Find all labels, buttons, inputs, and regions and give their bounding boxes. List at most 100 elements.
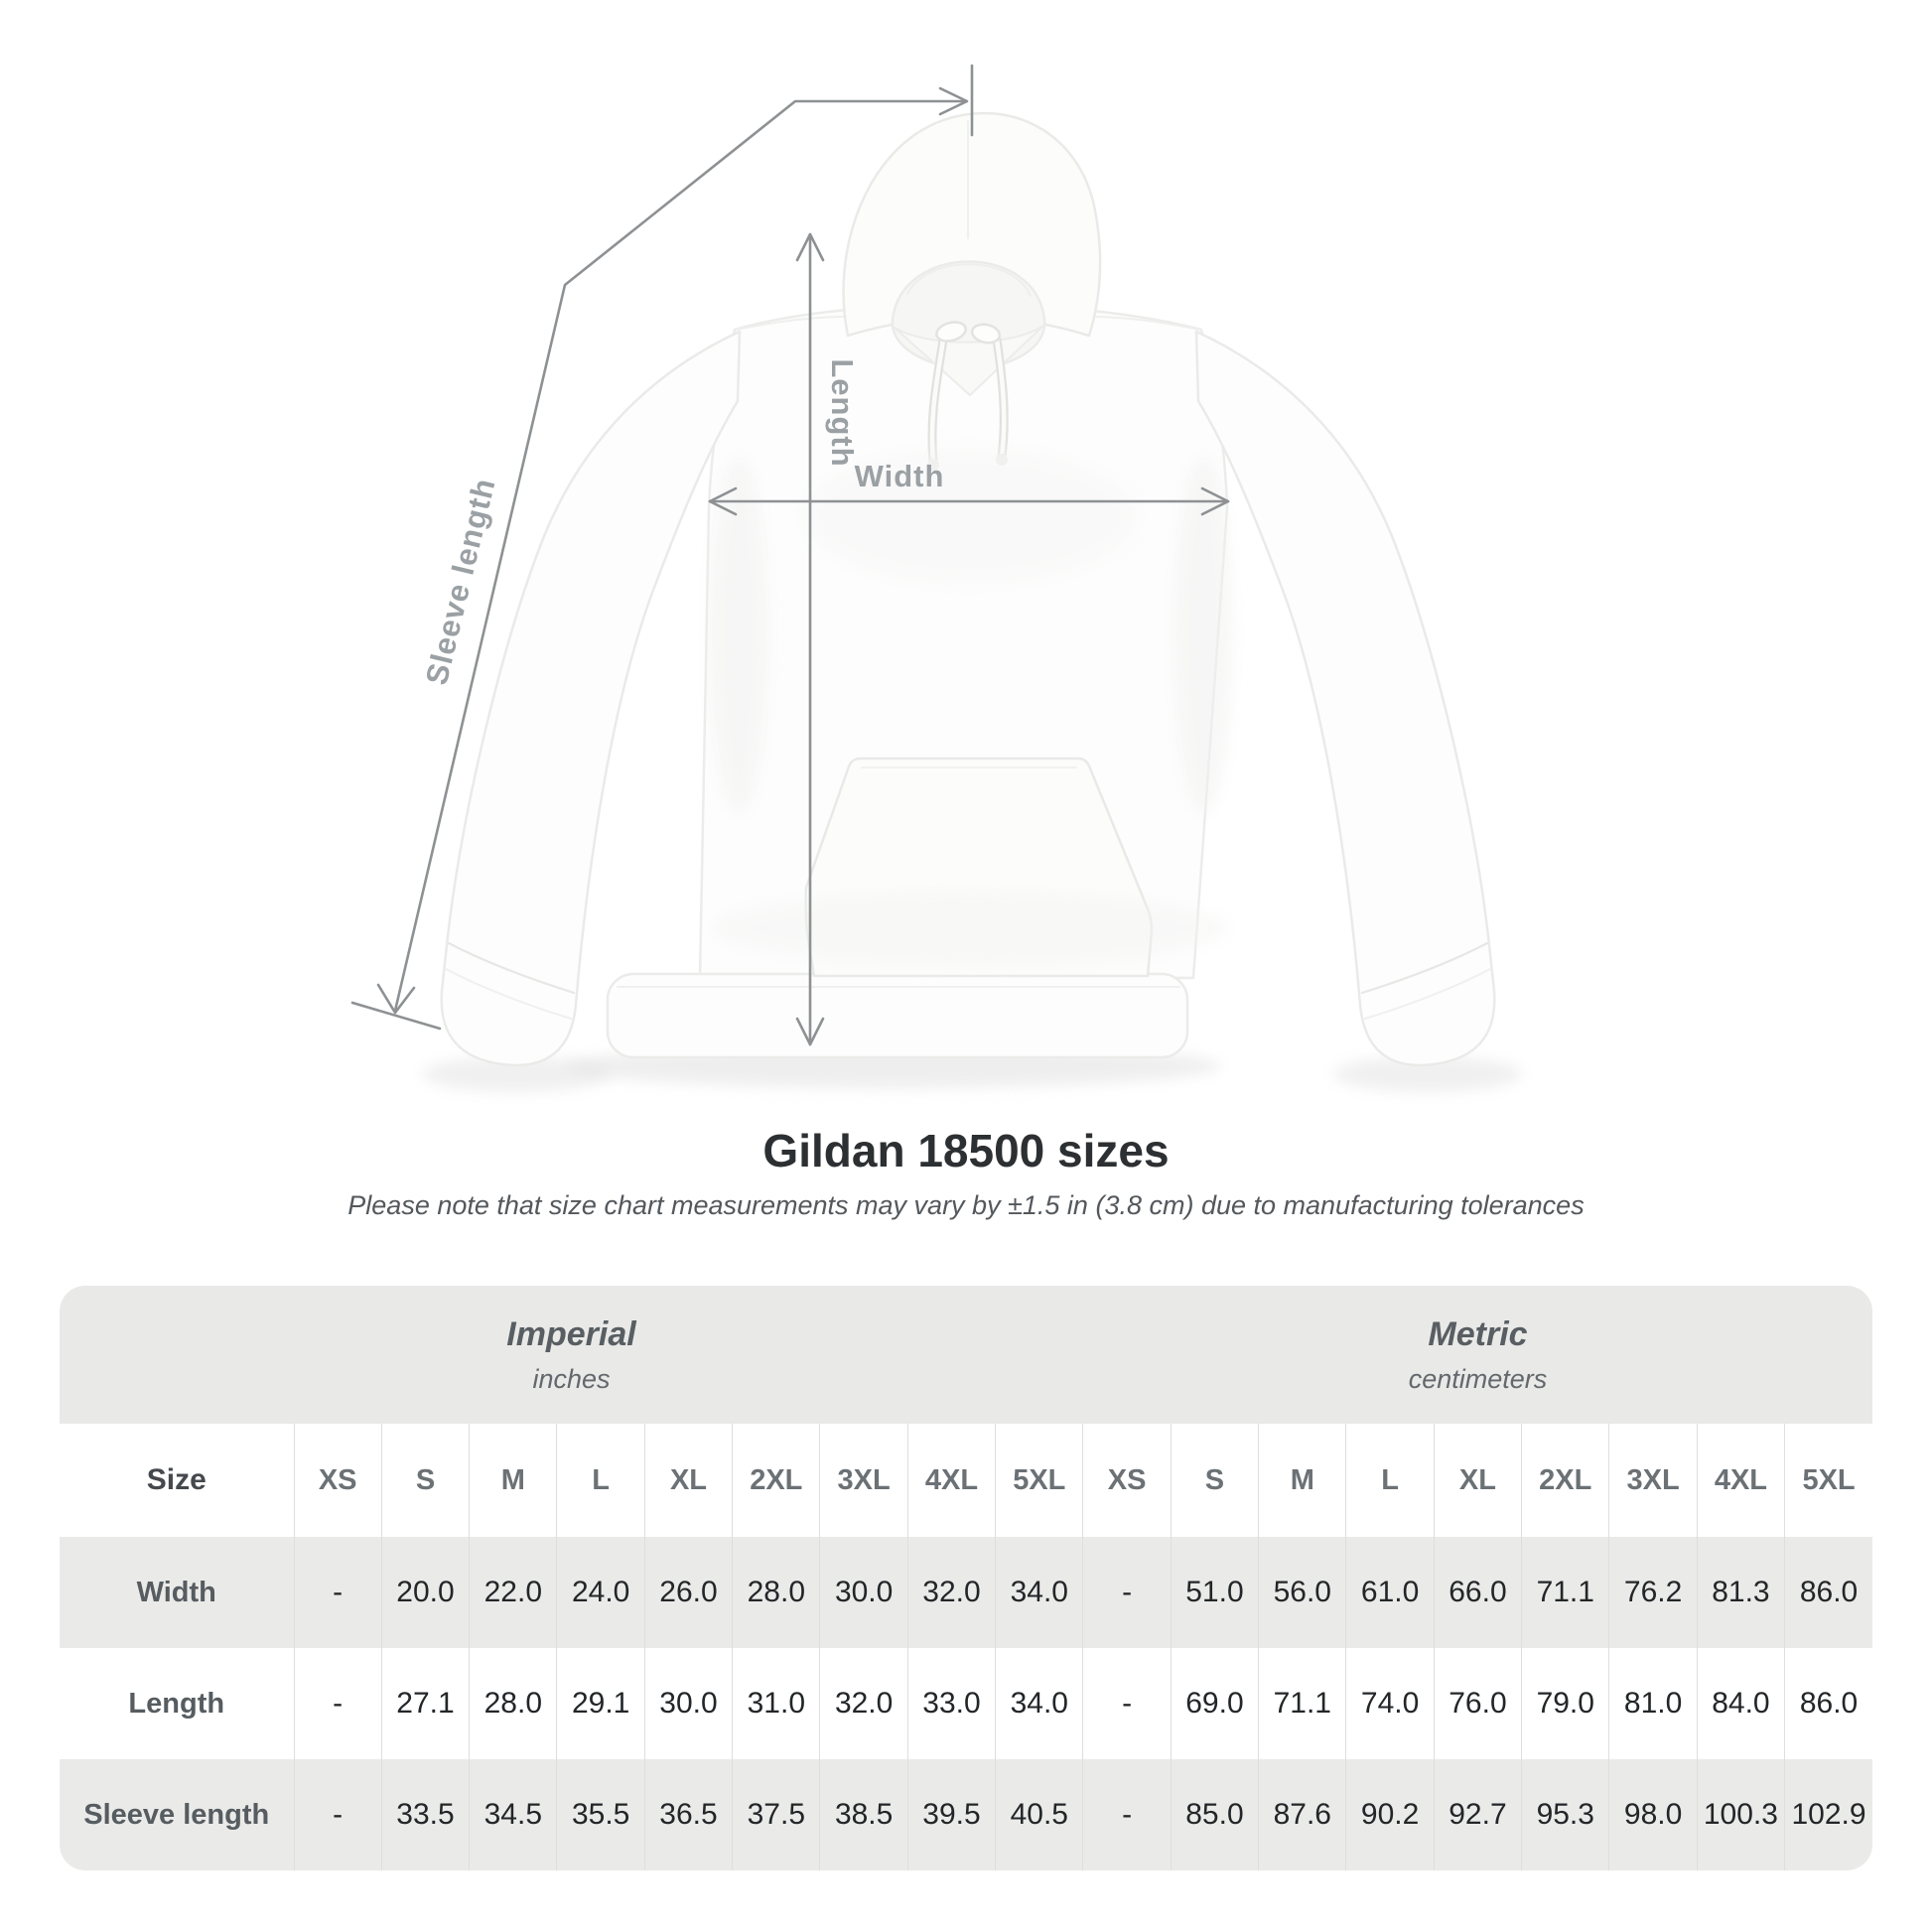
size-header-metric-5xl: 5XL	[1784, 1424, 1872, 1537]
imperial-group-header: Imperial inches	[60, 1286, 1083, 1424]
measurement-value: 33.5	[380, 1759, 470, 1870]
size-header-imperial-xl: XL	[643, 1424, 733, 1537]
sleeve-arrow-bottom	[376, 983, 416, 1015]
measurement-value: 22.0	[469, 1537, 557, 1648]
measurement-value: -	[1082, 1537, 1172, 1648]
size-table: Imperial inches Metric centimeters Size …	[60, 1286, 1872, 1870]
measurement-value: 79.0	[1521, 1648, 1609, 1759]
size-header-imperial-3xl: 3XL	[819, 1424, 908, 1537]
metric-group-label: Metric	[1428, 1314, 1528, 1353]
measurement-value: 86.0	[1784, 1537, 1872, 1648]
measurement-value: 84.0	[1696, 1648, 1785, 1759]
measurement-value: 81.3	[1696, 1537, 1785, 1648]
measurement-value: 98.0	[1608, 1759, 1698, 1870]
measurement-value: 27.1	[380, 1648, 470, 1759]
measurement-value: 85.0	[1170, 1759, 1259, 1870]
size-column-header: Size	[60, 1424, 294, 1537]
size-header-imperial-2xl: 2XL	[732, 1424, 820, 1537]
measurement-row-sleeve-length: Sleeve length -33.5 34.5 35.5 36.5 37.5 38.5 39…	[60, 1759, 1872, 1870]
metric-unit-label: centimeters	[1408, 1363, 1548, 1394]
title-block: Gildan 18500 sizes Please note that size…	[0, 1126, 1932, 1221]
measurement-value: 95.3	[1521, 1759, 1609, 1870]
size-header-imperial-4xl: 4XL	[906, 1424, 996, 1537]
measurement-value: 30.0	[819, 1537, 908, 1648]
sleeve-length-measure-label: Sleeve length	[419, 475, 502, 688]
measurement-value: -	[293, 1537, 382, 1648]
measurement-value: 34.5	[469, 1759, 557, 1870]
metric-group-header: Metric centimeters	[1082, 1286, 1872, 1424]
right-sleeve-shape	[1194, 330, 1496, 1067]
measurement-value: 90.2	[1345, 1759, 1435, 1870]
measurement-value: 34.0	[995, 1648, 1083, 1759]
left-cuff-seam-2	[445, 968, 572, 1020]
measurement-value: 28.0	[732, 1537, 820, 1648]
size-header-row: Size XS S M L XL 2XL 3XL 4XL 5XL XS S M L XL 2XL 3XL 4XL…	[60, 1424, 1872, 1537]
measurement-value: -	[293, 1648, 382, 1759]
measurement-value: 71.1	[1258, 1648, 1346, 1759]
size-header-imperial-s: S	[380, 1424, 470, 1537]
left-cuff-seam	[447, 941, 576, 995]
measurement-value: 76.0	[1433, 1648, 1522, 1759]
measurement-value: 92.7	[1433, 1759, 1522, 1870]
measurement-value: 32.0	[819, 1648, 908, 1759]
size-table-container: Imperial inches Metric centimeters Size …	[60, 1286, 1872, 1870]
row-label: Sleeve length	[60, 1759, 294, 1870]
measurement-value: 102.9	[1784, 1759, 1872, 1870]
hoodie-measurement-diagram: Length Width Sleeve length	[350, 64, 1522, 1092]
measurement-value: 66.0	[1433, 1537, 1522, 1648]
length-arrow-top	[795, 232, 825, 262]
measurement-value: 33.0	[906, 1648, 996, 1759]
measurement-value: -	[1082, 1648, 1172, 1759]
page-title: Gildan 18500 sizes	[762, 1125, 1170, 1176]
hoodie-illustration	[440, 111, 1496, 1067]
measurement-value: 34.0	[995, 1537, 1083, 1648]
left-sleeve-shape	[440, 330, 742, 1067]
measurement-value: -	[1082, 1759, 1172, 1870]
measurement-value: 26.0	[643, 1537, 733, 1648]
width-arrow-left	[708, 486, 738, 516]
sleeve-measure-line	[393, 99, 967, 1013]
size-header-metric-3xl: 3XL	[1608, 1424, 1698, 1537]
measurement-row-width: Width -20.0 22.0 24.0 26.0 28.0 30.0 32.0 34.0-5…	[60, 1537, 1872, 1648]
size-header-imperial-xs: XS	[293, 1424, 382, 1537]
imperial-unit-label: inches	[532, 1363, 611, 1394]
length-measure-label: Length	[825, 358, 860, 467]
measurement-value: 39.5	[906, 1759, 996, 1870]
measurement-value: 81.0	[1608, 1648, 1698, 1759]
measurement-value: 29.1	[556, 1648, 645, 1759]
measurement-value: 51.0	[1170, 1537, 1259, 1648]
tolerance-note: Please note that size chart measurements…	[347, 1189, 1585, 1220]
measurement-value: 28.0	[469, 1648, 557, 1759]
measurement-row-length: Length -27.1 28.0 29.1 30.0 31.0 32.0 33.0 34.0-…	[60, 1648, 1872, 1759]
length-arrow-bottom	[795, 1017, 825, 1046]
right-cuff-seam	[1360, 941, 1489, 995]
measurement-value: 69.0	[1170, 1648, 1259, 1759]
measurement-value: 31.0	[732, 1648, 820, 1759]
size-header-metric-xl: XL	[1433, 1424, 1522, 1537]
row-label: Width	[60, 1537, 294, 1648]
measurement-value: 74.0	[1345, 1648, 1435, 1759]
measurement-value: 100.3	[1696, 1759, 1785, 1870]
width-arrow-right	[1200, 486, 1230, 516]
measurement-value: -	[293, 1759, 382, 1870]
measurement-value: 24.0	[556, 1537, 645, 1648]
size-header-metric-s: S	[1170, 1424, 1259, 1537]
measurement-value: 32.0	[906, 1537, 996, 1648]
measurement-value: 86.0	[1784, 1648, 1872, 1759]
measurement-value: 20.0	[380, 1537, 470, 1648]
measurement-value: 38.5	[819, 1759, 908, 1870]
measurement-value: 30.0	[643, 1648, 733, 1759]
right-cuff-seam-2	[1364, 968, 1491, 1020]
width-measure-label: Width	[855, 459, 945, 493]
size-header-metric-m: M	[1258, 1424, 1346, 1537]
size-header-imperial-m: M	[469, 1424, 557, 1537]
sleeve-bottom-tick	[350, 1001, 442, 1031]
fabric-shading	[709, 447, 1233, 966]
size-header-imperial-5xl: 5XL	[995, 1424, 1083, 1537]
measurement-value: 76.2	[1608, 1537, 1698, 1648]
measurement-value: 71.1	[1521, 1537, 1609, 1648]
measurement-value: 56.0	[1258, 1537, 1346, 1648]
measurement-value: 40.5	[995, 1759, 1083, 1870]
size-header-metric-l: L	[1345, 1424, 1435, 1537]
